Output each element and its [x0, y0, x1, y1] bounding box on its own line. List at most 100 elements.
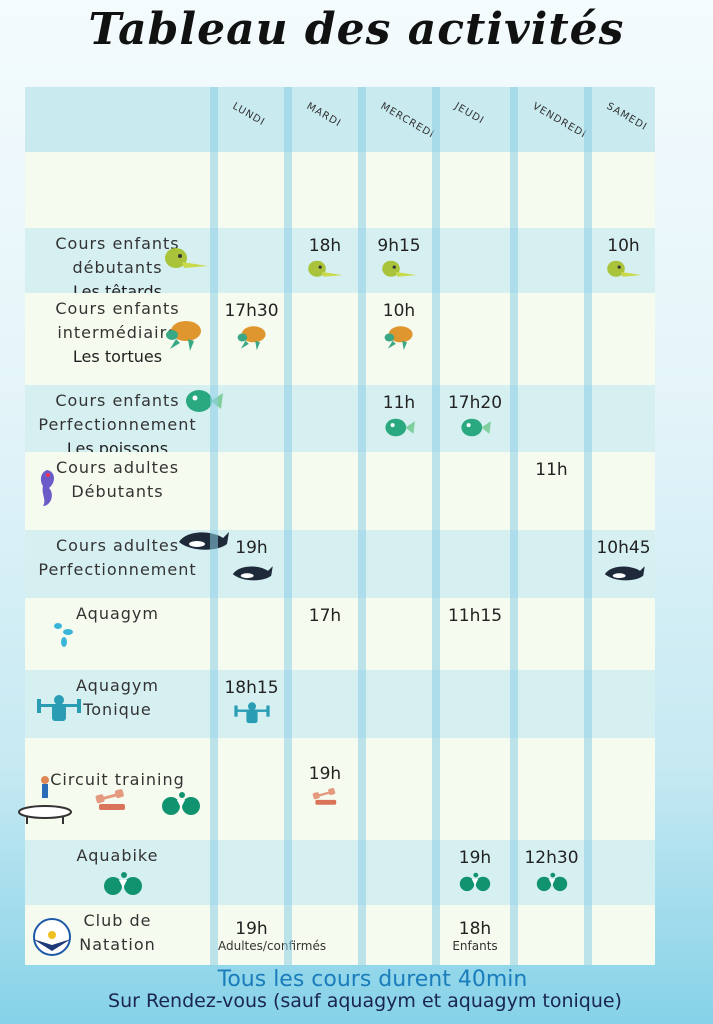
orca-icon	[603, 561, 645, 587]
session-time: 11h15	[447, 606, 503, 626]
activity-name-line: Débutants	[71, 482, 164, 501]
session-time: 19h	[235, 919, 268, 939]
day-header-vendredi: VENDREDI	[530, 101, 589, 141]
activity-label: Cours enfants Perfectionnement Les poisson…	[25, 389, 210, 461]
turtle-icon	[381, 325, 416, 355]
schedule-table: LUNDI MARDI MERCREDI JEUDI VENDREDI SAMEDI Cou…	[18, 87, 655, 965]
activity-name-line: Cours adultes	[55, 536, 180, 555]
day-header-lundi: LUNDI	[230, 101, 267, 129]
schedule-cell: 17h	[292, 606, 358, 626]
page-title: Tableau des activités	[88, 4, 625, 55]
activity-name-line: Tonique	[83, 700, 152, 719]
schedule-cell: 17h30	[218, 301, 285, 358]
schedule-cell: 10h	[366, 301, 432, 358]
session-time: 18h	[458, 919, 492, 939]
session-note: Adultes/confirmés	[218, 939, 327, 953]
session-time: 12h30	[524, 848, 579, 868]
cell-icon-wrap	[366, 256, 432, 287]
fish-icon	[383, 416, 415, 442]
bike-icon	[161, 790, 201, 820]
activity-row: Club de Natation 19h Adultes/confirmés 18h En…	[25, 905, 655, 965]
activity-name-line: Club de	[83, 911, 152, 930]
schedule-cell: 18h15	[218, 678, 285, 733]
dumbbell-icon	[93, 788, 129, 818]
activity-name-line: Circuit training	[50, 770, 185, 789]
session-time: 10h45	[596, 538, 651, 558]
activity-name-line: Cours enfants	[55, 299, 180, 318]
cell-icon-wrap	[292, 256, 358, 287]
activity-row: Circuit training 19h	[18, 738, 655, 840]
cell-icon-wrap	[440, 413, 510, 446]
activity-row: Aquagym 17h 11h15	[25, 598, 655, 670]
cell-icon-wrap	[218, 698, 285, 733]
activity-name-line: débutants	[72, 258, 163, 277]
activity-label: Circuit training	[25, 768, 210, 792]
schedule-cell: 19h	[292, 764, 358, 815]
fish-icon	[183, 387, 223, 419]
schedule-cell: 11h15	[440, 606, 510, 626]
column-divider	[510, 87, 518, 965]
schedule-cell: 18h	[292, 236, 358, 287]
session-time: 18h	[308, 236, 342, 256]
schedule-cell: 19h	[440, 848, 510, 899]
schedule-cell: 19h Adultes/confirmés	[218, 919, 327, 953]
cell-icon-wrap	[592, 256, 655, 287]
orca-icon	[231, 561, 273, 587]
column-divider	[284, 87, 292, 965]
activity-row: Cours enfants Perfectionnement Les poisson…	[25, 385, 655, 458]
schedule-cell: 9h15	[366, 236, 432, 287]
activity-name-line: intermédiaire	[57, 323, 178, 342]
activity-name-line: Natation	[79, 935, 156, 954]
activity-name-line: Aquagym	[76, 604, 159, 623]
activity-row: Cours adultes Perfectionnement 19h 10h45	[25, 530, 655, 598]
lizard-icon	[162, 246, 210, 276]
session-time: 9h15	[377, 236, 421, 256]
session-time: 10h	[607, 236, 640, 256]
schedule-cell: 12h30	[518, 848, 585, 899]
activity-label: Club de Natation	[25, 909, 210, 957]
activity-row: Cours adultes Débutants 11h	[25, 452, 655, 530]
empty-row	[25, 152, 655, 228]
activity-name-line: Cours enfants	[55, 391, 180, 410]
session-time: 17h30	[224, 301, 279, 321]
session-time: 18h15	[224, 678, 279, 698]
day-header-mardi: MARDI	[304, 101, 343, 130]
activity-row: Cours enfants débutants Les têtards 18h 9h15…	[25, 228, 655, 301]
weightlifter-icon	[35, 694, 83, 728]
activity-label: Cours enfants intermédiaire Les tortues	[25, 297, 210, 369]
cell-icon-wrap	[592, 558, 655, 591]
schedule-cell: 19h	[218, 538, 285, 591]
activity-name-line: Cours enfants	[55, 234, 180, 253]
activity-row: Aquagym Tonique 18h15	[25, 670, 655, 738]
cell-icon-wrap	[440, 868, 510, 899]
lizard-icon	[380, 259, 418, 284]
dumbbell-icon	[311, 787, 340, 812]
activity-name-line: Aquagym	[76, 676, 159, 695]
day-header-mercredi: MERCREDI	[378, 101, 437, 141]
activity-name-line: Perfectionnement	[38, 415, 197, 434]
session-time: 19h	[458, 848, 492, 868]
column-divider	[584, 87, 592, 965]
session-time: 11h	[382, 393, 416, 413]
column-divider	[358, 87, 366, 965]
day-header-jeudi: JEUDI	[452, 101, 486, 127]
bike-icon	[536, 871, 568, 896]
schedule-cell: 11h	[366, 393, 432, 446]
weightlifter-icon	[232, 702, 270, 730]
session-time: 17h	[308, 606, 342, 626]
cell-icon-wrap	[218, 321, 285, 358]
session-time: 19h	[235, 538, 268, 558]
activity-label: Aquabike	[25, 844, 210, 868]
activity-name-line: Aquabike	[76, 846, 159, 865]
activity-label: Cours adultes Perfectionnement	[25, 534, 210, 582]
water-drops-icon	[50, 618, 78, 652]
session-time: 19h	[308, 764, 342, 784]
activity-label: Cours adultes Débutants	[25, 456, 210, 504]
session-time: 17h20	[447, 393, 503, 413]
lizard-icon	[604, 259, 642, 284]
column-divider	[432, 87, 440, 965]
activity-label: Aquagym Tonique	[25, 674, 210, 722]
fish-icon	[459, 416, 491, 442]
header-row: LUNDI MARDI MERCREDI JEUDI VENDREDI SAMEDI	[25, 87, 655, 152]
seahorse-icon	[35, 466, 59, 514]
